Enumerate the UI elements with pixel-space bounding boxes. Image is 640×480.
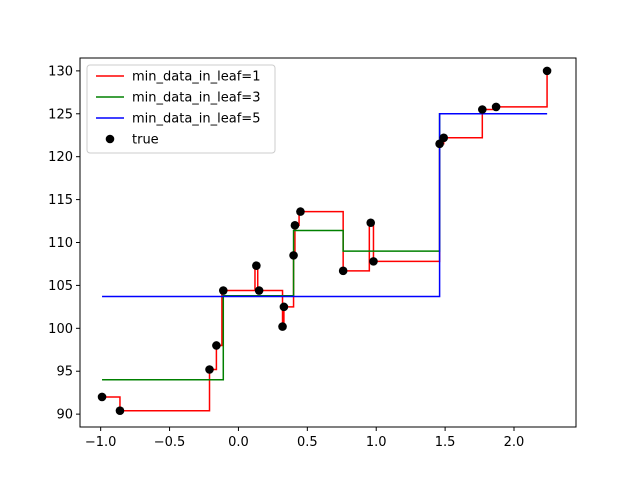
scatter-point-19 [491,102,501,112]
y-tick-label: 100 [48,322,73,337]
series-line-3 [102,113,548,298]
legend-box [86,64,276,154]
scatter-point-15 [369,257,378,266]
x-tick-label: 1.5 [435,435,456,450]
y-tick-label: 130 [48,64,73,79]
x-tick-label: 2.0 [504,435,525,450]
scatter-point-11 [290,221,300,230]
legend-swatch-4 [105,134,115,144]
y-tick-label: 110 [48,236,73,251]
x-tick-label: 0.0 [228,435,249,450]
x-tick-label: 0.5 [297,435,318,450]
y-tick-label: 120 [48,150,73,165]
scatter-point-4 [212,341,221,350]
scatter-point-13 [338,266,348,276]
y-tick-label: 95 [56,365,73,380]
scatter-point-20 [542,66,552,76]
scatter-point-10 [289,251,298,260]
scatter-point-2 [115,406,125,416]
scatter-point-14 [366,218,376,228]
scatter-point-5 [218,286,228,295]
y-tick-label: 125 [48,107,73,122]
legend-label-4: true [132,133,159,148]
scatter-point-8 [278,322,287,331]
axis-ticks: −1.0 −0.5 0.0 0.5 1.0 1.5 2.0 90 95 100 105 110 115 1… [48,64,524,450]
y-tick-label: 90 [56,408,73,423]
scatter-point-16 [435,139,444,149]
legend-label-1: min_data_in_leaf=1 [132,70,260,85]
x-tick-label: −1.0 [85,435,117,450]
scatter-point-3 [205,365,214,374]
scatter-point-18 [478,105,487,114]
scatter-point-6 [252,261,261,270]
plot-area [97,66,552,416]
scatter-point-1 [97,392,107,402]
scatter-point-7 [254,286,264,295]
y-tick-label: 105 [48,279,73,294]
x-tick-label: −0.5 [154,435,186,450]
x-tick-label: 1.0 [366,435,387,450]
scatter-point-12 [296,207,305,216]
legend: min_data_in_leaf=1 min_data_in_leaf=3 min_… [86,64,276,154]
y-tick-label: 115 [48,193,73,208]
legend-label-2: min_data_in_leaf=3 [132,91,260,106]
scatter-point-17 [439,133,449,143]
legend-label-3: min_data_in_leaf=5 [132,112,260,127]
scatter-point-9 [279,302,289,312]
